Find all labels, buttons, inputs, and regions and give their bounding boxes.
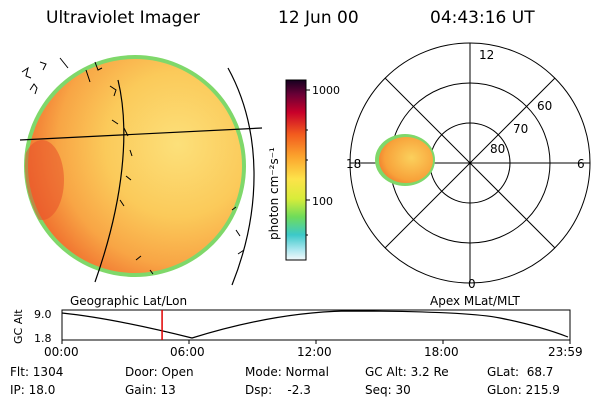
xtick-1200: 12:00: [297, 345, 332, 359]
xtick-2359: 23:59: [548, 345, 583, 359]
mlat-label-70: 70: [513, 122, 528, 136]
colorbar-tick-1000: 1000: [312, 84, 340, 97]
timeline-axis-label: GC Alt: [12, 309, 25, 344]
door-status: Door: Open: [125, 365, 194, 379]
polar-diag-2: [384, 77, 556, 249]
apex-label: Apex MLat/MLT: [430, 294, 520, 308]
gain-value: Gain: 13: [125, 383, 176, 397]
geographic-label: Geographic Lat/Lon: [70, 294, 188, 308]
colorbar-scale: [285, 79, 307, 261]
longitude-line: [94, 79, 125, 283]
time-label: 04:43:16 UT: [430, 8, 535, 28]
polar-plot: 12 18 6 0 60 70 80: [346, 42, 591, 291]
instrument-title: Ultraviolet Imager: [46, 8, 200, 28]
disk-hot-region: [25, 140, 64, 220]
mlat-label-80: 80: [490, 142, 505, 156]
xtick-0000: 00:00: [44, 345, 79, 359]
uv-earth-image: [19, 55, 263, 286]
terminator-arc: [227, 67, 255, 286]
date-label: 12 Jun 00: [278, 8, 359, 28]
timeline-ytick-top: 9.0: [34, 308, 52, 321]
mode-value: Mode: Normal: [245, 365, 329, 379]
colorbar-unit-label: photon cm⁻²s⁻¹: [267, 147, 281, 240]
altitude-timeline: GC Alt 9.0 1.8: [12, 308, 571, 345]
mlt-label-18: 18: [346, 157, 361, 171]
mlt-label-12: 12: [479, 48, 494, 62]
altitude-curve: [61, 310, 569, 339]
dsp-value: Dsp: -2.3: [245, 383, 311, 397]
timeline-ytick-bottom: 1.8: [34, 332, 52, 345]
mlat-label-60: 60: [537, 99, 552, 113]
sequence-number: Seq: 30: [365, 383, 411, 397]
auroral-image: [379, 137, 433, 183]
colorbar-tick-100: 100: [312, 195, 333, 208]
geographic-latitude: GLat: 68.7: [487, 365, 554, 379]
mlt-label-6: 6: [577, 157, 585, 171]
mlt-label-0: 0: [468, 277, 476, 291]
xtick-1800: 18:00: [424, 345, 459, 359]
flight-number: Flt: 1304: [10, 365, 64, 379]
geographic-longitude: GLon: 215.9: [487, 383, 560, 397]
ip-value: IP: 18.0: [10, 383, 56, 397]
gc-altitude: GC Alt: 3.2 Re: [365, 365, 449, 379]
xtick-0600: 06:00: [170, 345, 205, 359]
latitude-line: [19, 127, 263, 141]
coastlines: [21, 57, 245, 275]
colorbar: 1000 100 photon cm⁻²s⁻¹: [267, 79, 340, 261]
disk-fill: [28, 59, 242, 273]
